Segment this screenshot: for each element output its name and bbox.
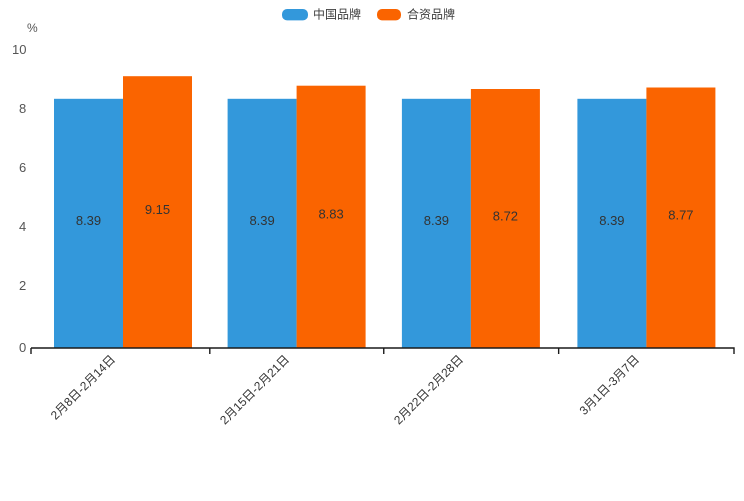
svg-text:3月1日-3月7日: 3月1日-3月7日 — [577, 352, 643, 418]
svg-text:8.72: 8.72 — [493, 208, 518, 223]
svg-text:8.39: 8.39 — [599, 213, 624, 228]
svg-text:10: 10 — [12, 42, 26, 57]
svg-text:合资品牌: 合资品牌 — [407, 7, 455, 22]
svg-text:2月15日-2月21日: 2月15日-2月21日 — [217, 352, 292, 427]
svg-text:8.77: 8.77 — [668, 208, 693, 223]
svg-text:0: 0 — [19, 340, 26, 355]
svg-text:%: % — [27, 21, 38, 35]
svg-text:2月8日-2月14日: 2月8日-2月14日 — [48, 352, 118, 422]
svg-text:9.15: 9.15 — [145, 202, 170, 217]
svg-text:8.39: 8.39 — [249, 213, 274, 228]
svg-text:8: 8 — [19, 101, 26, 116]
svg-text:中国品牌: 中国品牌 — [313, 7, 361, 22]
svg-text:4: 4 — [19, 219, 26, 234]
svg-text:2月22日-2月28日: 2月22日-2月28日 — [391, 352, 466, 427]
svg-text:8.39: 8.39 — [76, 213, 101, 228]
svg-text:6: 6 — [19, 160, 26, 175]
svg-text:8.39: 8.39 — [424, 213, 449, 228]
svg-text:8.83: 8.83 — [318, 207, 343, 222]
svg-text:2: 2 — [19, 278, 26, 293]
